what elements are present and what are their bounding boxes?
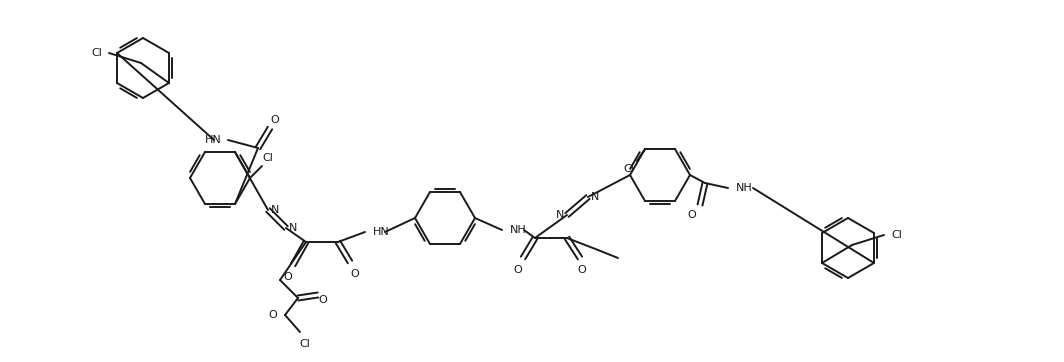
Text: O: O xyxy=(687,210,696,220)
Text: O: O xyxy=(318,295,328,305)
Text: Cl: Cl xyxy=(92,48,102,58)
Text: N: N xyxy=(271,205,280,215)
Text: O: O xyxy=(514,265,522,275)
Text: Cl: Cl xyxy=(300,339,311,349)
Text: N: N xyxy=(591,192,599,202)
Text: HN: HN xyxy=(373,227,389,237)
Text: Cl: Cl xyxy=(891,230,902,240)
Text: Cl: Cl xyxy=(624,164,634,174)
Text: HN: HN xyxy=(205,135,222,145)
Text: O: O xyxy=(351,269,360,279)
Text: O: O xyxy=(578,265,586,275)
Text: NH: NH xyxy=(736,183,752,193)
Text: O: O xyxy=(270,115,280,125)
Text: NH: NH xyxy=(510,225,527,235)
Text: O: O xyxy=(268,310,277,320)
Text: Cl: Cl xyxy=(263,153,273,163)
Text: N: N xyxy=(289,223,297,233)
Text: O: O xyxy=(284,272,293,282)
Text: N: N xyxy=(555,210,564,220)
